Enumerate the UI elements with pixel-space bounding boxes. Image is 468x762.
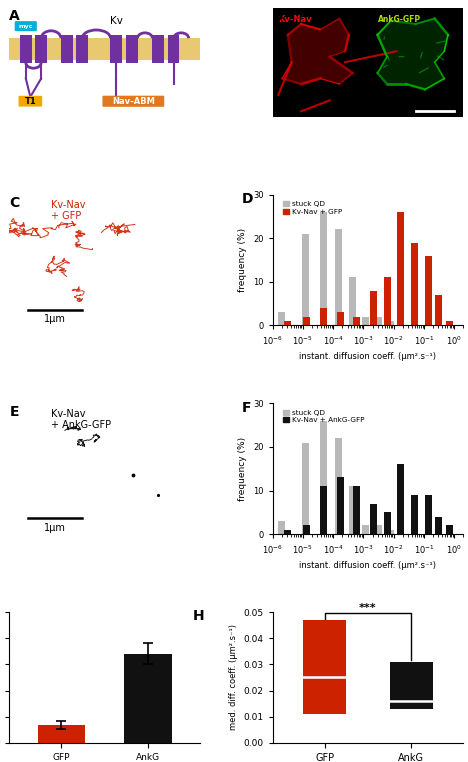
Bar	[335, 229, 342, 325]
Text: Kv-Nav
+ AnkG-GFP: Kv-Nav + AnkG-GFP	[51, 408, 111, 430]
Bar	[303, 317, 310, 325]
Bar	[424, 495, 431, 534]
Bar	[374, 317, 381, 325]
Bar	[303, 620, 346, 714]
X-axis label: instant. diffusion coeff. (μm².s⁻¹): instant. diffusion coeff. (μm².s⁻¹)	[300, 561, 437, 570]
Bar	[349, 486, 356, 534]
Bar	[435, 517, 442, 534]
Bar	[387, 530, 394, 534]
X-axis label: instant. diffusion coeff. (μm².s⁻¹): instant. diffusion coeff. (μm².s⁻¹)	[300, 353, 437, 361]
Bar	[284, 530, 291, 534]
Bar	[335, 438, 342, 534]
Bar	[411, 495, 418, 534]
Bar	[362, 317, 369, 325]
Bar	[362, 526, 369, 534]
Bar	[320, 212, 327, 325]
Text: H: H	[192, 610, 204, 623]
Text: 1μm: 1μm	[44, 523, 66, 533]
Text: AnkG-GFP: AnkG-GFP	[378, 15, 421, 24]
Text: Kv-Nav
+ GFP: Kv-Nav + GFP	[51, 200, 86, 222]
Bar	[370, 290, 377, 325]
Bar	[124, 654, 172, 743]
Bar	[424, 255, 431, 325]
Bar	[284, 321, 291, 325]
Bar	[320, 308, 327, 325]
Bar	[384, 512, 391, 534]
Bar	[76, 36, 88, 62]
Bar	[278, 521, 285, 534]
Bar	[320, 421, 327, 534]
Bar	[435, 295, 442, 325]
Y-axis label: med. diff. coeff. (μm².s⁻¹): med. diff. coeff. (μm².s⁻¹)	[229, 625, 238, 731]
Text: F: F	[242, 401, 252, 415]
Bar	[337, 312, 344, 325]
Bar	[37, 725, 85, 743]
Bar	[168, 36, 180, 62]
Bar	[320, 486, 327, 534]
Bar	[397, 323, 404, 325]
Text: E: E	[9, 405, 19, 418]
Bar	[337, 478, 344, 534]
Bar	[397, 532, 404, 534]
Bar	[302, 234, 309, 325]
Bar	[349, 277, 356, 325]
Polygon shape	[282, 18, 353, 84]
Legend: stuck QD, Kv-Nav + AnkG-GFP: stuck QD, Kv-Nav + AnkG-GFP	[280, 407, 367, 426]
Bar	[126, 36, 138, 62]
Bar	[61, 36, 73, 62]
Text: A: A	[9, 8, 20, 23]
Bar	[110, 36, 122, 62]
Bar	[397, 212, 404, 325]
Bar	[9, 38, 200, 60]
Y-axis label: frequency (%): frequency (%)	[238, 228, 248, 292]
Bar	[35, 36, 47, 62]
Bar	[153, 36, 164, 62]
Bar	[20, 36, 32, 62]
Polygon shape	[378, 18, 448, 89]
Legend: stuck QD, Kv-Nav + GFP: stuck QD, Kv-Nav + GFP	[280, 198, 345, 217]
Bar	[303, 526, 310, 534]
Text: C: C	[9, 196, 20, 210]
Text: T1: T1	[24, 97, 36, 106]
FancyBboxPatch shape	[19, 96, 42, 107]
Bar	[390, 661, 433, 709]
Bar	[353, 486, 360, 534]
Bar	[374, 526, 381, 534]
Bar	[446, 526, 453, 534]
Y-axis label: frequency (%): frequency (%)	[238, 437, 248, 501]
FancyBboxPatch shape	[15, 21, 37, 31]
Bar	[353, 317, 360, 325]
Text: Kv: Kv	[110, 16, 123, 26]
Text: Nav-ABM: Nav-ABM	[112, 97, 155, 106]
FancyBboxPatch shape	[102, 96, 164, 107]
Bar	[446, 321, 453, 325]
Text: 1μm: 1μm	[44, 314, 66, 324]
Bar	[384, 277, 391, 325]
Bar	[278, 312, 285, 325]
Text: B: B	[272, 8, 283, 23]
Text: ***: ***	[359, 603, 377, 613]
Text: myc: myc	[19, 24, 33, 29]
Bar	[302, 443, 309, 534]
Bar	[411, 242, 418, 325]
Bar	[370, 504, 377, 534]
Text: D: D	[242, 192, 254, 206]
Text: Kv-Nav: Kv-Nav	[278, 15, 312, 24]
Bar	[387, 321, 394, 325]
Bar	[397, 464, 404, 534]
